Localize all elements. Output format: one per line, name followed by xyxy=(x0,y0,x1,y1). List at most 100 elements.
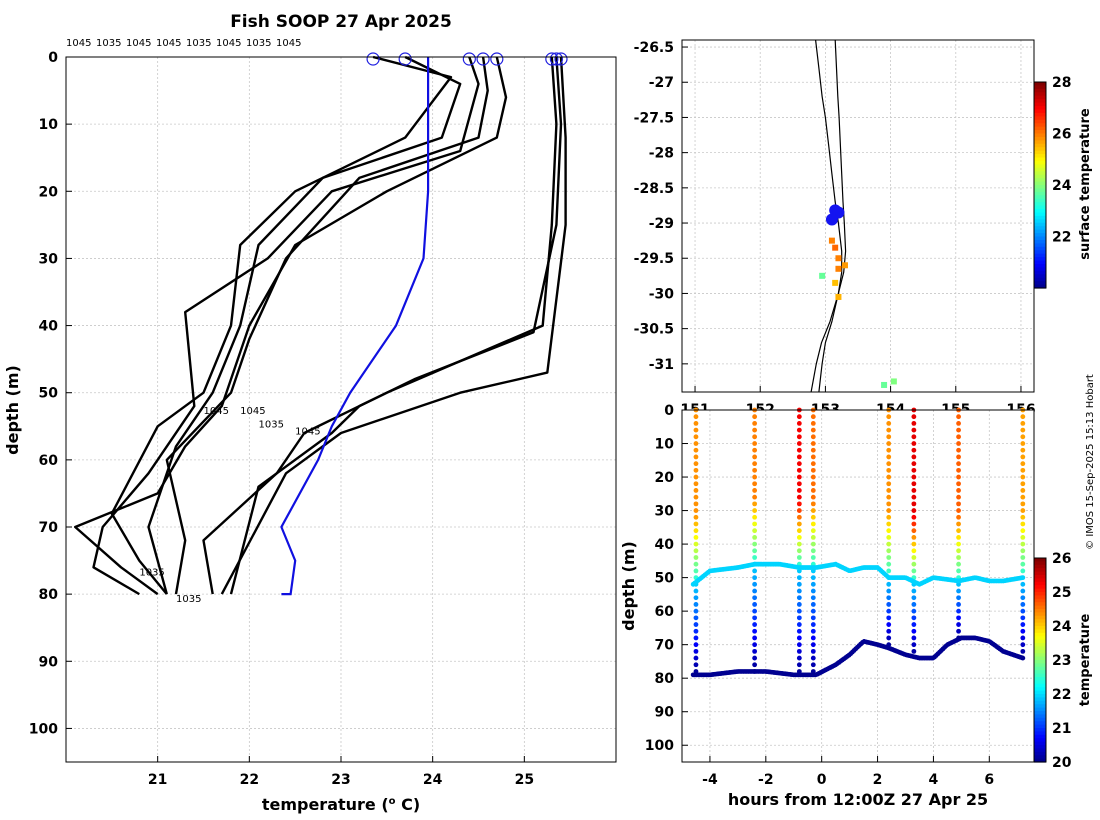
section-point xyxy=(911,508,917,513)
section-point xyxy=(1020,447,1026,453)
map-point-sst xyxy=(835,255,842,262)
section-point xyxy=(752,635,758,641)
section-point xyxy=(810,481,816,487)
section-point xyxy=(796,575,802,581)
section-xtick-label: 6 xyxy=(984,772,994,788)
cast-time-label: 1035 xyxy=(259,420,284,431)
section-point xyxy=(752,541,758,547)
section-point xyxy=(796,427,802,433)
profile-time-label: 1035 xyxy=(186,38,211,49)
section-point xyxy=(810,414,816,420)
section-point xyxy=(886,421,892,426)
map-point-sst xyxy=(835,293,842,300)
surface-marker xyxy=(398,52,412,66)
section-point xyxy=(1020,494,1026,500)
section-point xyxy=(911,608,917,614)
section-colorbar-tick: 21 xyxy=(1052,721,1071,737)
section-point xyxy=(752,568,758,574)
section-point xyxy=(810,488,816,493)
section-point xyxy=(693,434,699,440)
section-point xyxy=(886,541,892,547)
section-point xyxy=(693,602,699,607)
section-point xyxy=(956,454,961,460)
section-point xyxy=(956,488,961,493)
section-xlabel: hours from 12:00Z 27 Apr 25 xyxy=(728,790,988,809)
section-point xyxy=(1020,481,1026,487)
section-point xyxy=(752,427,758,433)
section-point xyxy=(956,474,961,480)
section-point xyxy=(752,454,758,460)
section-point xyxy=(693,514,699,520)
section-point xyxy=(752,642,758,648)
section-point xyxy=(911,602,917,607)
section-point xyxy=(810,434,816,440)
profile-ytick-label: 90 xyxy=(39,654,59,670)
profile-time-label: 1035 xyxy=(96,38,121,49)
section-point xyxy=(911,474,917,480)
section-point xyxy=(956,441,961,446)
map-point-location xyxy=(825,213,838,226)
section-point xyxy=(693,628,699,634)
section-point xyxy=(796,514,802,520)
section-point xyxy=(810,655,816,661)
section-point xyxy=(956,628,961,634)
section-ytick-label: 50 xyxy=(655,571,675,587)
section-point xyxy=(911,461,917,467)
section-point xyxy=(956,534,961,540)
profile-ytick-label: 50 xyxy=(39,386,59,402)
surface-marker xyxy=(490,52,504,66)
section-point xyxy=(693,528,699,534)
copyright-footer: © IMOS 15-Sep-2025 15:13 Hobart xyxy=(1085,374,1096,550)
section-point xyxy=(796,534,802,540)
map-point-sst xyxy=(841,262,848,269)
section-ytick-label: 100 xyxy=(645,738,674,754)
section-point xyxy=(1020,514,1026,520)
section-point xyxy=(886,548,892,554)
map-colorbar-tick: 24 xyxy=(1052,178,1072,194)
profile-time-label: 1045 xyxy=(216,38,241,49)
map-ytick-label: -31 xyxy=(649,357,674,373)
section-point xyxy=(886,622,892,627)
section-point xyxy=(911,481,917,487)
section-point xyxy=(886,602,892,607)
section-point xyxy=(752,474,758,480)
section-point xyxy=(956,414,961,420)
section-point xyxy=(810,622,816,627)
section-point xyxy=(693,635,699,641)
section-point xyxy=(1020,441,1026,446)
section-ytick-label: 60 xyxy=(655,604,675,620)
section-point xyxy=(810,588,816,594)
shelf-contour xyxy=(810,39,847,393)
section-point xyxy=(810,494,816,500)
profile-time-label: 1045 xyxy=(66,38,91,49)
section-point xyxy=(956,561,961,567)
section-point xyxy=(1020,628,1026,634)
section-point xyxy=(956,568,961,574)
section-point xyxy=(796,615,802,621)
section-point xyxy=(911,521,917,527)
section-point xyxy=(911,595,917,601)
section-point xyxy=(886,494,892,500)
section-point xyxy=(752,467,758,473)
section-point xyxy=(911,635,917,641)
section-point xyxy=(1020,555,1026,560)
section-point xyxy=(1020,434,1026,440)
map-ytick-label: -26.5 xyxy=(634,40,674,56)
section-point xyxy=(693,454,699,460)
section-point xyxy=(796,414,802,420)
section-point xyxy=(796,441,802,446)
section-point xyxy=(693,655,699,661)
section-ytick-label: 90 xyxy=(655,705,675,721)
section-point xyxy=(752,528,758,534)
section-point xyxy=(956,622,961,627)
section-point xyxy=(886,461,892,467)
map-colorbar-label: surface temperature xyxy=(1078,108,1093,260)
section-point xyxy=(1020,635,1026,641)
section-point xyxy=(796,608,802,614)
section-point xyxy=(956,421,961,426)
coastline xyxy=(815,39,843,393)
section-point xyxy=(752,648,758,654)
section-point xyxy=(886,508,892,513)
section-point xyxy=(886,447,892,453)
section-point xyxy=(911,488,917,493)
